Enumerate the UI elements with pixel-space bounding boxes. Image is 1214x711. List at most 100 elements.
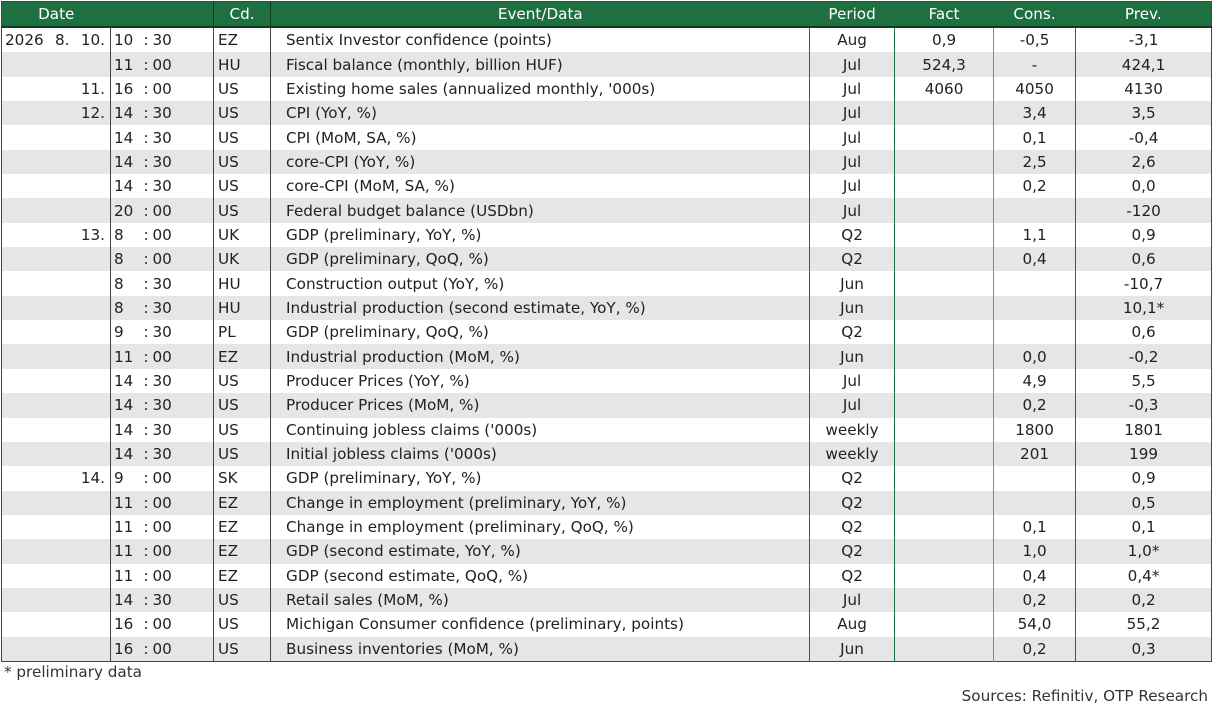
- event-name: GDP (second estimate, YoY, %): [270, 539, 811, 564]
- period: Q2: [809, 563, 896, 588]
- consensus-value: 54,0: [993, 612, 1077, 637]
- fact-value: [894, 563, 994, 588]
- consensus-value: 0,4: [993, 563, 1077, 588]
- economic-calendar-table: Date Cd. Event/Data Period Fact Cons. Pr…: [1, 1, 1213, 662]
- country-code: US: [213, 393, 272, 418]
- fact-value: [894, 101, 994, 126]
- time-minute: 30: [147, 271, 214, 296]
- period: Q2: [809, 514, 896, 540]
- header-period: Period: [809, 1, 895, 28]
- event-name: Continuing jobless claims ('000s): [270, 417, 811, 442]
- fact-value: 524,3: [894, 52, 994, 77]
- period: Q2: [809, 222, 896, 248]
- date-day: [75, 563, 111, 588]
- fact-value: [894, 198, 994, 223]
- event-name: Change in employment (preliminary, YoY, …: [270, 490, 811, 515]
- time-minute: 30: [147, 174, 214, 199]
- date-year: [1, 174, 51, 199]
- time-colon: :: [139, 612, 148, 637]
- time-minute: 00: [147, 222, 214, 248]
- date-day: [75, 344, 111, 369]
- previous-value: 2,6: [1075, 149, 1212, 175]
- fact-value: [894, 295, 994, 321]
- date-year: [1, 393, 51, 418]
- date-year: [1, 344, 51, 369]
- time-hour: 11: [110, 52, 140, 77]
- consensus-value: 1,1: [993, 222, 1077, 248]
- consensus-value: [993, 198, 1077, 223]
- date-year: [1, 514, 51, 540]
- country-code: SK: [213, 466, 272, 491]
- previous-value: 3,5: [1075, 101, 1212, 126]
- time-minute: 00: [147, 466, 214, 491]
- event-name: GDP (preliminary, YoY, %): [270, 222, 811, 248]
- previous-value: 10,1*: [1075, 295, 1212, 321]
- header-time: [110, 1, 214, 28]
- time-hour: 14: [110, 101, 140, 126]
- event-name: GDP (preliminary, YoY, %): [270, 466, 811, 491]
- consensus-value: 0,2: [993, 587, 1077, 613]
- date-day: 12.: [75, 101, 111, 126]
- period: weekly: [809, 441, 896, 467]
- consensus-value: 0,2: [993, 174, 1077, 199]
- consensus-value: 0,2: [993, 636, 1077, 662]
- time-hour: 8: [110, 295, 140, 321]
- consensus-value: 0,1: [993, 514, 1077, 540]
- period: Jul: [809, 125, 896, 150]
- date-month: [50, 466, 76, 491]
- time-minute: 00: [147, 52, 214, 77]
- date-year: [1, 76, 51, 102]
- consensus-value: 4050: [993, 76, 1077, 102]
- country-code: EZ: [213, 344, 272, 369]
- fact-value: [894, 149, 994, 175]
- period: Q2: [809, 539, 896, 564]
- event-name: CPI (MoM, SA, %): [270, 125, 811, 150]
- country-code: EZ: [213, 514, 272, 540]
- consensus-value: 3,4: [993, 101, 1077, 126]
- country-code: US: [213, 174, 272, 199]
- time-hour: 14: [110, 441, 140, 467]
- period: Q2: [809, 320, 896, 345]
- time-hour: 14: [110, 149, 140, 175]
- time-colon: :: [139, 174, 148, 199]
- date-month: [50, 247, 76, 272]
- date-month: [50, 490, 76, 515]
- period: Jul: [809, 393, 896, 418]
- date-day: [75, 198, 111, 223]
- date-year: [1, 247, 51, 272]
- country-code: US: [213, 368, 272, 394]
- previous-value: -3,1: [1075, 27, 1212, 53]
- consensus-value: 0,0: [993, 344, 1077, 369]
- time-minute: 00: [147, 563, 214, 588]
- time-minute: 00: [147, 539, 214, 564]
- header-date: Date: [1, 1, 111, 28]
- time-hour: 14: [110, 587, 140, 613]
- event-name: GDP (preliminary, QoQ, %): [270, 320, 811, 345]
- consensus-value: 4,9: [993, 368, 1077, 394]
- event-name: Industrial production (MoM, %): [270, 344, 811, 369]
- date-month: [50, 587, 76, 613]
- time-colon: :: [139, 563, 148, 588]
- time-hour: 11: [110, 563, 140, 588]
- fact-value: 4060: [894, 76, 994, 102]
- date-day: [75, 174, 111, 199]
- period: Jun: [809, 295, 896, 321]
- date-year: [1, 417, 51, 442]
- consensus-value: 1,0: [993, 539, 1077, 564]
- previous-value: -120: [1075, 198, 1212, 223]
- date-month: [50, 76, 76, 102]
- time-hour: 16: [110, 612, 140, 637]
- time-hour: 9: [110, 466, 140, 491]
- event-name: Construction output (YoY, %): [270, 271, 811, 296]
- country-code: HU: [213, 295, 272, 321]
- date-year: [1, 368, 51, 394]
- event-name: core-CPI (YoY, %): [270, 149, 811, 175]
- time-hour: 16: [110, 76, 140, 102]
- time-colon: :: [139, 344, 148, 369]
- time-colon: :: [139, 125, 148, 150]
